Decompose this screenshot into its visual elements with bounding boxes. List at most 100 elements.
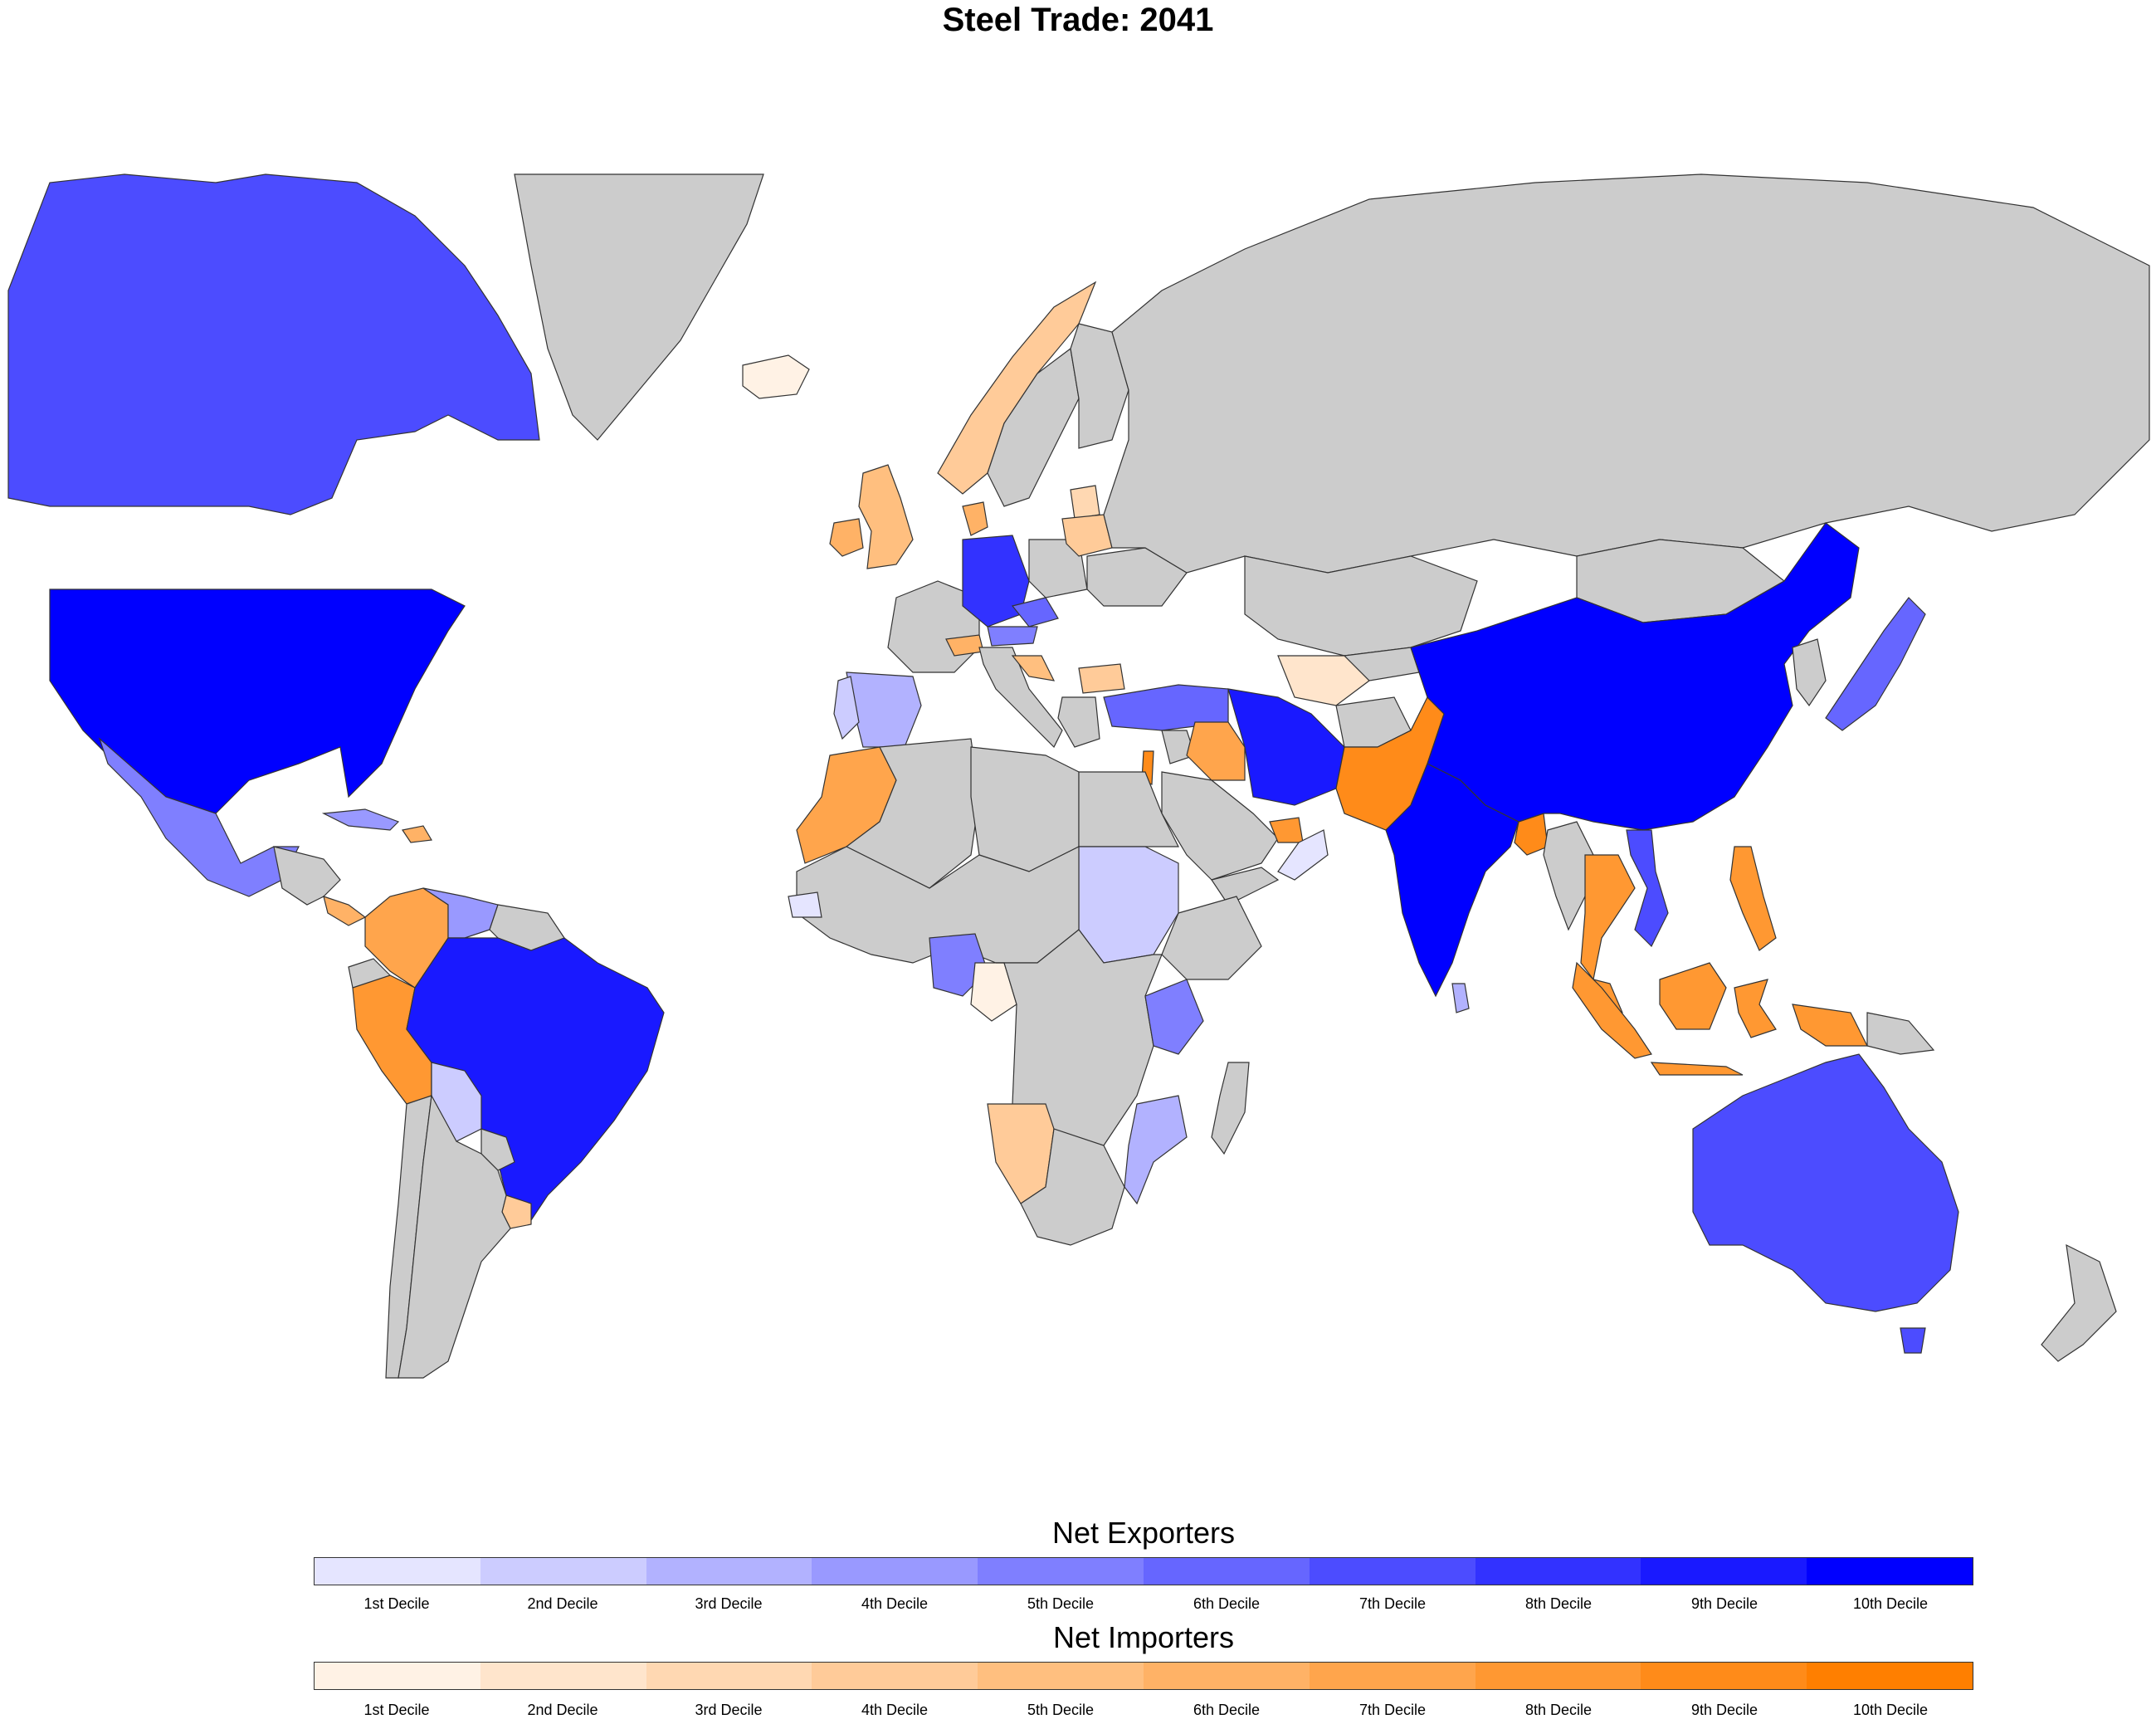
region-russia[interactable] bbox=[1103, 173, 2150, 574]
region-oman[interactable] bbox=[1277, 829, 1329, 881]
region-borneo[interactable] bbox=[1659, 962, 1727, 1030]
region-cuba[interactable] bbox=[321, 808, 400, 831]
region-saudi-arabia[interactable] bbox=[1161, 771, 1279, 881]
legend-importers-swatch bbox=[812, 1663, 978, 1689]
region-kenya[interactable] bbox=[1144, 979, 1204, 1055]
legend-importers-swatch bbox=[1143, 1663, 1310, 1689]
legend-importers-labels: 1st Decile 2nd Decile 3rd Decile 4th Decile… bbox=[314, 1702, 1973, 1719]
legend-exporters-swatch bbox=[1641, 1558, 1807, 1585]
legend-importers-swatch bbox=[646, 1663, 812, 1689]
region-papua[interactable] bbox=[1792, 1004, 1868, 1047]
region-madagascar[interactable] bbox=[1211, 1062, 1250, 1155]
region-sudan[interactable] bbox=[1078, 846, 1179, 964]
region-iraq[interactable] bbox=[1186, 721, 1246, 781]
region-iran[interactable] bbox=[1227, 688, 1345, 806]
region-lithuania[interactable] bbox=[1070, 485, 1100, 520]
legend-exporters-swatch bbox=[480, 1558, 646, 1585]
region-libya[interactable] bbox=[970, 746, 1080, 872]
region-thailand[interactable] bbox=[1580, 854, 1636, 981]
legend-exporters-colorbar bbox=[314, 1557, 1973, 1585]
legend-importers-swatch bbox=[1807, 1663, 1973, 1689]
region-sumatra[interactable] bbox=[1572, 961, 1652, 1059]
region-south-africa[interactable] bbox=[1020, 1128, 1125, 1246]
region-czechia[interactable] bbox=[1011, 597, 1059, 628]
legend-exporters-label: 3rd Decile bbox=[695, 1595, 763, 1612]
region-myanmar[interactable] bbox=[1543, 821, 1594, 931]
region-sri-lanka[interactable] bbox=[1451, 983, 1470, 1013]
legend-importers-label: 9th Decile bbox=[1690, 1702, 1758, 1718]
legend-exporters-label: 4th Decile bbox=[861, 1595, 929, 1612]
legend-exporters-label: 1st Decile bbox=[363, 1595, 430, 1612]
region-mozambique[interactable] bbox=[1124, 1095, 1188, 1205]
legend-exporters-title: Net Exporters bbox=[1051, 1516, 1236, 1550]
region-greenland[interactable] bbox=[514, 173, 764, 441]
region-greece[interactable] bbox=[1057, 696, 1100, 748]
legend-importers-label: 5th Decile bbox=[1027, 1702, 1095, 1718]
region-japan[interactable] bbox=[1825, 597, 1926, 731]
legend-exporters-label: 9th Decile bbox=[1690, 1595, 1758, 1612]
region-korea[interactable] bbox=[1792, 638, 1827, 707]
region-kazakhstan[interactable] bbox=[1244, 555, 1478, 657]
region-austria[interactable] bbox=[987, 626, 1038, 647]
region-sulawesi[interactable] bbox=[1734, 979, 1777, 1038]
region-paraguay[interactable] bbox=[480, 1128, 515, 1171]
region-ireland[interactable] bbox=[829, 518, 864, 557]
map-title: Steel Trade: 2041 bbox=[942, 2, 1214, 38]
legend-importers-swatch bbox=[1309, 1663, 1476, 1689]
region-bulgaria[interactable] bbox=[1078, 663, 1125, 694]
region-croatia[interactable] bbox=[1011, 655, 1056, 681]
region-belarus[interactable] bbox=[1061, 514, 1113, 557]
legend-importers-swatch bbox=[978, 1663, 1144, 1689]
region-vietnam[interactable] bbox=[1626, 829, 1669, 948]
region-costa-rica[interactable] bbox=[323, 896, 367, 926]
legend-exporters-label: 10th Decile bbox=[1852, 1595, 1929, 1612]
legend-exporters-swatch bbox=[1807, 1558, 1973, 1585]
legend-exporters-label: 5th Decile bbox=[1027, 1595, 1095, 1612]
legend-exporters-swatch bbox=[978, 1558, 1144, 1585]
countries-layer bbox=[7, 173, 2150, 1379]
legend-importers-swatch bbox=[480, 1663, 646, 1689]
legend-exporters-swatch bbox=[1309, 1558, 1476, 1585]
legend-exporters-swatch bbox=[315, 1558, 480, 1585]
region-denmark[interactable] bbox=[962, 501, 988, 536]
legend-importers-label: 2nd Decile bbox=[527, 1702, 598, 1718]
region-tasmania[interactable] bbox=[1900, 1327, 1926, 1354]
legend-exporters-swatch bbox=[646, 1558, 812, 1585]
legend-exporters-swatch bbox=[1475, 1558, 1641, 1585]
region-canada[interactable] bbox=[7, 173, 540, 515]
region-united-states[interactable] bbox=[49, 589, 466, 814]
region-united-kingdom[interactable] bbox=[858, 464, 914, 569]
legend-importers-colorbar bbox=[314, 1662, 1973, 1690]
region-iceland[interactable] bbox=[742, 354, 810, 399]
legend-exporters-label: 6th Decile bbox=[1193, 1595, 1261, 1612]
legend-exporters-swatch bbox=[812, 1558, 978, 1585]
legend-importers-label: 4th Decile bbox=[861, 1702, 929, 1718]
region-spain[interactable] bbox=[846, 672, 922, 748]
region-dominican-republic[interactable] bbox=[402, 825, 432, 843]
region-argentina[interactable] bbox=[398, 1094, 511, 1379]
region-australia[interactable] bbox=[1692, 1053, 1959, 1312]
region-papua-new-guinea[interactable] bbox=[1866, 1012, 1935, 1055]
legend-exporters-label: 2nd Decile bbox=[527, 1595, 598, 1612]
region-china[interactable] bbox=[1410, 522, 1860, 831]
legend-exporters-label: 8th Decile bbox=[1524, 1595, 1593, 1612]
region-turkmenistan[interactable] bbox=[1277, 655, 1370, 706]
legend-exporters-labels: 1st Decile 2nd Decile 3rd Decile 4th Decile… bbox=[314, 1595, 1973, 1613]
legend-importers-title: Net Importers bbox=[1052, 1620, 1235, 1654]
region-portugal[interactable] bbox=[833, 676, 860, 740]
legend-importers-label: 1st Decile bbox=[363, 1702, 430, 1718]
world-map bbox=[7, 173, 2150, 1379]
region-senegal[interactable] bbox=[788, 891, 822, 918]
region-central-america[interactable] bbox=[273, 846, 341, 906]
legend-exporters-label: 7th Decile bbox=[1358, 1595, 1427, 1612]
legend-importers-label: 8th Decile bbox=[1524, 1702, 1593, 1718]
region-new-zealand[interactable] bbox=[2041, 1243, 2117, 1362]
legend-importers-swatch bbox=[1475, 1663, 1641, 1689]
legend-importers-swatch bbox=[315, 1663, 480, 1689]
legend-importers-label: 10th Decile bbox=[1852, 1702, 1929, 1718]
region-philippines[interactable] bbox=[1729, 846, 1777, 951]
region-yemen[interactable] bbox=[1211, 867, 1280, 906]
region-venezuela[interactable] bbox=[422, 887, 499, 939]
legend-importers-swatch bbox=[1641, 1663, 1807, 1689]
region-java[interactable] bbox=[1650, 1062, 1744, 1076]
